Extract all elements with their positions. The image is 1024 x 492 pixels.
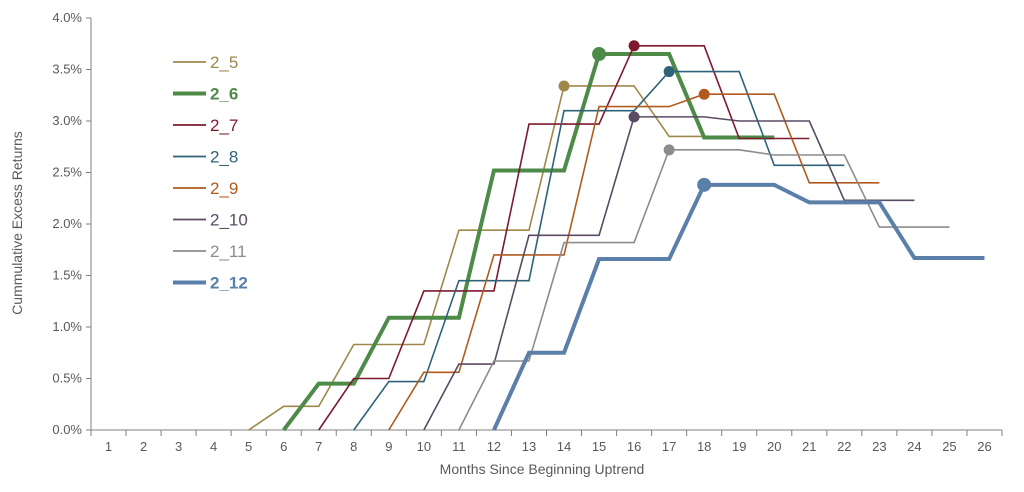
series-2_8 (353, 66, 845, 431)
x-tick-label: 16 (627, 439, 641, 454)
peak-marker (628, 40, 640, 52)
x-tick-label: 25 (942, 439, 956, 454)
legend-item: 2_12 (173, 274, 248, 293)
legend-label: 2_10 (210, 211, 248, 230)
y-tick-label: 3.0% (52, 113, 82, 128)
y-axis: 0.0% 0.5% 1.0% 1.5% 2.0% 2.5% 3.0% 3.5% 4.0% (52, 10, 92, 437)
x-tick-label: 14 (557, 439, 571, 454)
legend-item: 2_11 (173, 242, 247, 261)
series-line (318, 45, 810, 431)
series-2_9 (388, 88, 880, 431)
x-tick-label: 21 (802, 439, 816, 454)
x-axis-title: Months Since Beginning Uptrend (440, 461, 645, 477)
legend-item: 2_10 (173, 211, 248, 230)
y-tick-label: 1.5% (52, 268, 82, 283)
series-line (388, 93, 880, 431)
series-2_12 (492, 177, 985, 431)
legend-item: 2_5 (173, 53, 238, 72)
x-tick-label: 7 (315, 439, 322, 454)
x-tick-label: 9 (385, 439, 392, 454)
x-tick-label: 1 (105, 439, 112, 454)
y-tick-label: 0.0% (52, 422, 82, 437)
peak-marker (663, 66, 675, 78)
y-tick-label: 1.0% (52, 319, 82, 334)
peak-marker (663, 144, 675, 156)
series-2_6 (282, 47, 775, 432)
legend-label: 2_8 (210, 148, 238, 167)
x-tick-label: 5 (245, 439, 252, 454)
x-tick-label: 23 (872, 439, 886, 454)
series-line (458, 149, 950, 431)
series-layer (248, 40, 985, 432)
peak-marker (592, 47, 607, 62)
legend: 2_5 2_6 2_7 2_8 2_9 2_10 2_11 2_12 (173, 53, 248, 293)
y-tick-label: 2.0% (52, 216, 82, 231)
x-tick-label: 15 (592, 439, 606, 454)
x-tick-label: 4 (210, 439, 217, 454)
series-line (423, 116, 915, 431)
x-tick-label: 17 (662, 439, 676, 454)
y-tick-label: 4.0% (52, 10, 82, 25)
x-tick-label: 24 (907, 439, 921, 454)
x-tick-label: 11 (452, 439, 466, 454)
x-tick-label: 8 (350, 439, 357, 454)
legend-item: 2_7 (173, 116, 238, 135)
x-tick-label: 10 (417, 439, 431, 454)
series-2_5 (248, 80, 775, 431)
x-tick-label: 13 (522, 439, 536, 454)
peak-marker (697, 177, 712, 192)
series-line (492, 182, 985, 431)
legend-item: 2_6 (173, 85, 238, 104)
x-tick-label: 12 (487, 439, 501, 454)
legend-label: 2_7 (210, 116, 238, 135)
x-tick-label: 20 (767, 439, 781, 454)
series-2_7 (318, 40, 810, 431)
y-axis-title: Cummulative Excess Returns (9, 131, 25, 315)
y-tick-label: 3.5% (52, 62, 82, 77)
legend-item: 2_9 (173, 179, 238, 198)
series-line (353, 70, 845, 431)
legend-label: 2_9 (210, 179, 238, 198)
x-tick-label: 6 (280, 439, 287, 454)
legend-label: 2_6 (210, 85, 238, 104)
x-axis: 1 2 3 4 5 6 7 8 9 10 11 12 13 14 15 16 17 18 19 20 21 22 23 24 2… (90, 429, 1003, 454)
x-tick-label: 26 (977, 439, 991, 454)
x-tick-label: 3 (175, 439, 182, 454)
x-tick-label: 2 (140, 439, 147, 454)
legend-label: 2_5 (210, 53, 238, 72)
legend-label: 2_11 (210, 242, 247, 261)
legend-item: 2_8 (173, 148, 238, 167)
peak-marker (698, 88, 710, 100)
series-line (248, 85, 775, 431)
x-tick-label: 19 (732, 439, 746, 454)
legend-label: 2_12 (210, 274, 248, 293)
series-2_10 (423, 111, 915, 431)
peak-marker (558, 80, 570, 92)
y-tick-label: 2.5% (52, 165, 82, 180)
series-line (282, 52, 775, 432)
y-tick-label: 0.5% (52, 371, 82, 386)
peak-marker (628, 111, 640, 123)
x-tick-label: 18 (697, 439, 711, 454)
x-tick-label: 22 (837, 439, 851, 454)
